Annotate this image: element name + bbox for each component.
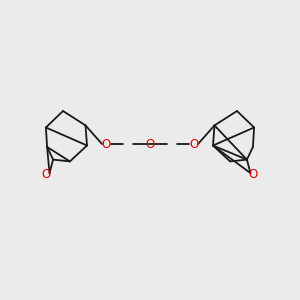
Text: O: O	[146, 137, 154, 151]
Text: O: O	[189, 137, 198, 151]
Text: O: O	[249, 168, 258, 181]
Text: O: O	[102, 137, 111, 151]
Text: O: O	[42, 168, 51, 181]
